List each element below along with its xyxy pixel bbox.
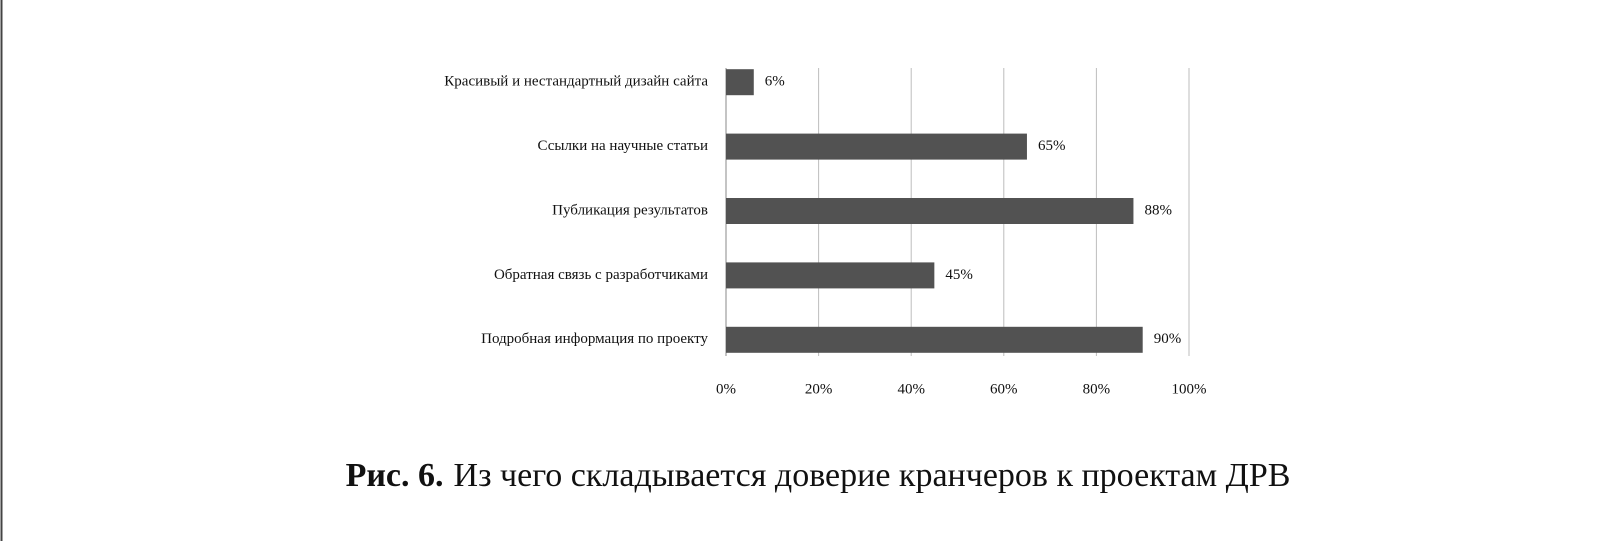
- figure-caption: Рис. 6. Из чего складывается доверие кран…: [346, 457, 1291, 494]
- y-tick-label: Красивый и нестандартный дизайн сайта: [444, 74, 708, 90]
- value-label: 90%: [1154, 331, 1182, 347]
- value-label: 88%: [1144, 202, 1172, 218]
- x-tick-label: 100%: [1172, 381, 1207, 397]
- caption-text: Из чего складывается доверие кранчеров к…: [454, 457, 1291, 494]
- figure-label: Рис. 6.: [346, 457, 444, 494]
- x-tick-label: 20%: [805, 381, 833, 397]
- bar: [726, 69, 754, 96]
- y-tick-label: Обратная связь с разработчиками: [494, 267, 708, 283]
- bar: [726, 262, 935, 289]
- value-label: 45%: [945, 267, 973, 283]
- y-tick-label: Ссылки на научные статьи: [538, 138, 708, 154]
- value-label: 6%: [765, 74, 785, 90]
- value-label: 65%: [1038, 138, 1066, 154]
- y-tick-label: Подробная информация по проекту: [481, 331, 708, 347]
- x-tick-label: 80%: [1083, 381, 1111, 397]
- x-tick-label: 40%: [897, 381, 925, 397]
- x-tick-label: 60%: [990, 381, 1018, 397]
- x-tick-label: 0%: [716, 381, 736, 397]
- y-tick-label: Публикация результатов: [552, 202, 708, 218]
- bar: [726, 133, 1027, 160]
- bar: [726, 198, 1134, 224]
- bar: [726, 326, 1143, 353]
